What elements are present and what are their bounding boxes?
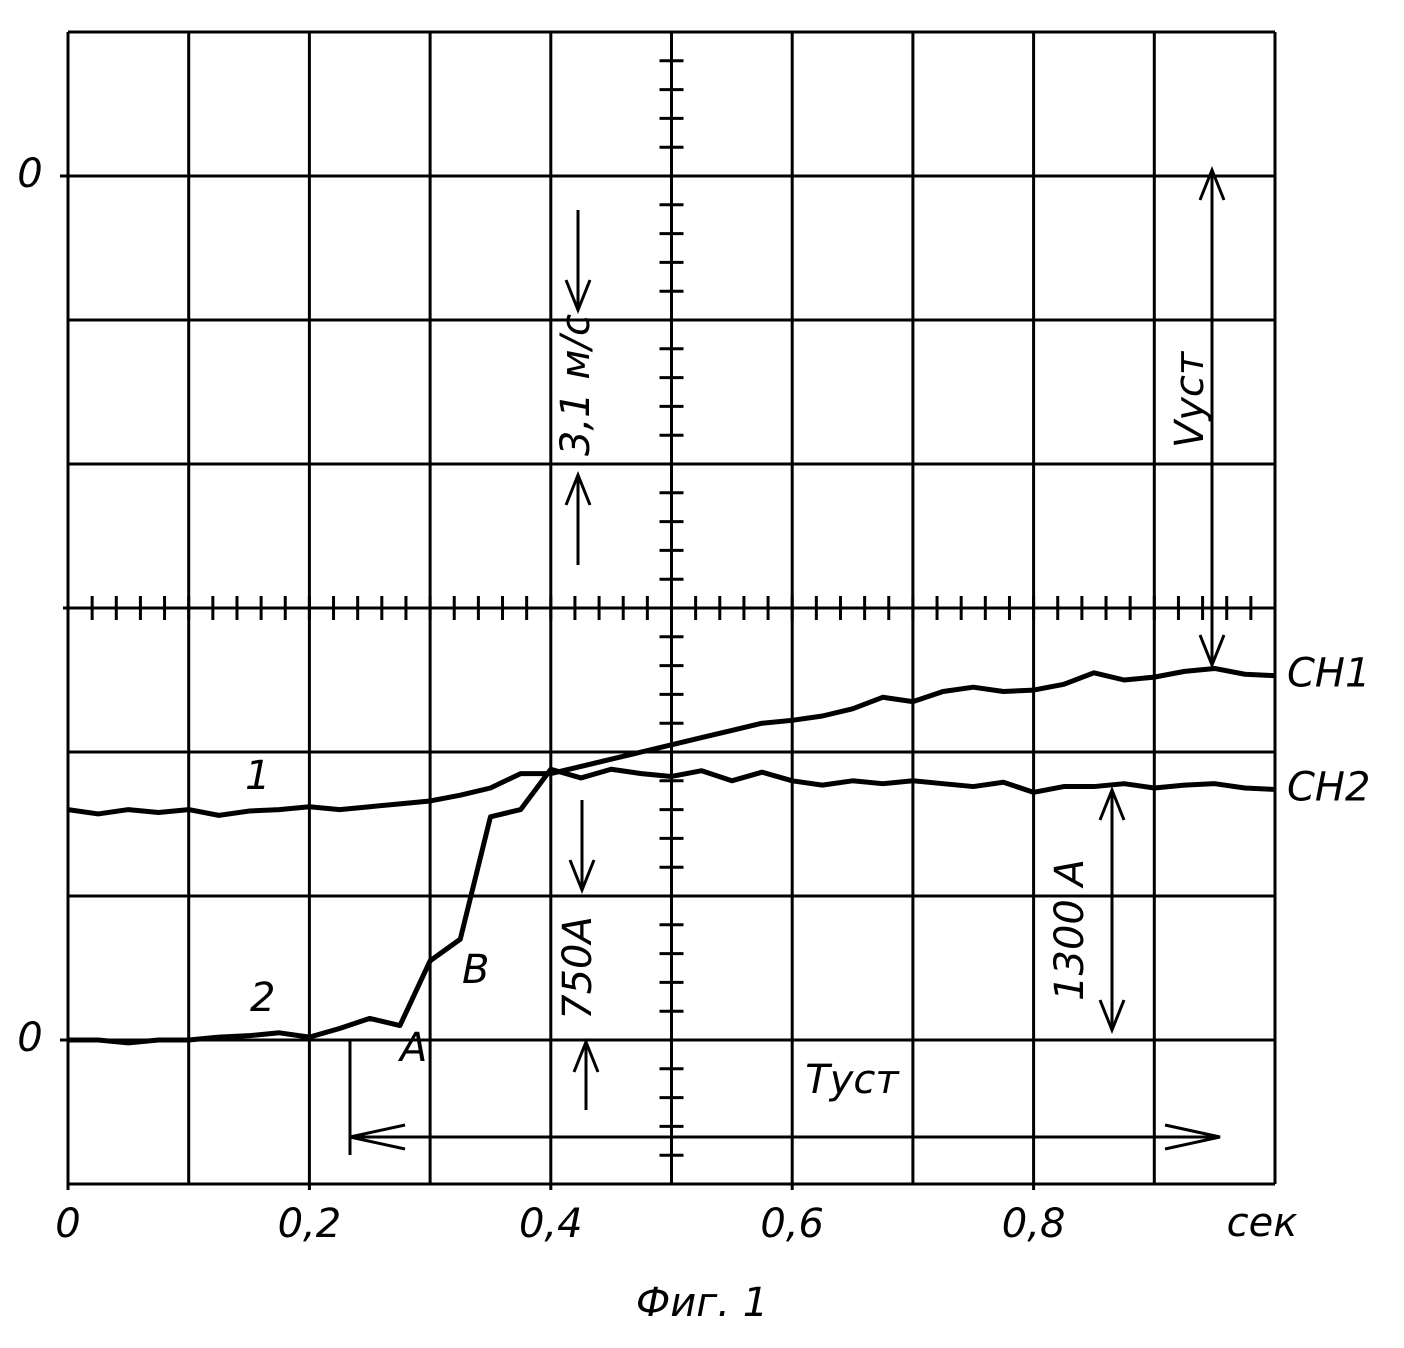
point-label: B — [462, 947, 489, 993]
legend-label: CH2 — [1287, 764, 1370, 810]
curve-label: 2 — [250, 975, 275, 1021]
annotation: 750A — [555, 916, 601, 1020]
x-tick-label: 0,6 — [760, 1201, 824, 1247]
curve-label: 1 — [245, 753, 270, 799]
y-tick-label: 0 — [17, 151, 42, 197]
x-tick-label: 0,8 — [1002, 1201, 1066, 1247]
arrow — [566, 210, 590, 310]
annotation: 1300 A — [1047, 859, 1093, 1001]
chart: 1 2 A B 3,1 м/с 750A 1300 A Vуст Tуст се… — [0, 0, 1404, 1348]
x-tick-label: 0,2 — [278, 1201, 342, 1247]
arrow — [350, 1040, 1220, 1155]
chart-title: Фиг. 1 — [636, 1280, 768, 1326]
point-label: A — [397, 1025, 427, 1071]
annotations: 1 2 A B 3,1 м/с 750A 1300 A Vуст Tуст се… — [245, 314, 1297, 1326]
y-tick-label: 0 — [17, 1015, 42, 1061]
x-tick-label: 0 — [55, 1201, 80, 1247]
annotation: Tуст — [805, 1057, 900, 1103]
arrows — [350, 170, 1224, 1155]
x-tick-label: 0,4 — [519, 1201, 583, 1247]
arrow — [570, 800, 594, 890]
x-axis-label: сек — [1227, 1200, 1298, 1246]
arrow — [1100, 790, 1124, 1030]
annotation: 3,1 м/с — [553, 314, 599, 456]
legend-label: CH1 — [1287, 651, 1370, 697]
annotation: Vуст — [1167, 350, 1213, 448]
arrow — [574, 1042, 598, 1110]
arrow — [566, 475, 590, 565]
